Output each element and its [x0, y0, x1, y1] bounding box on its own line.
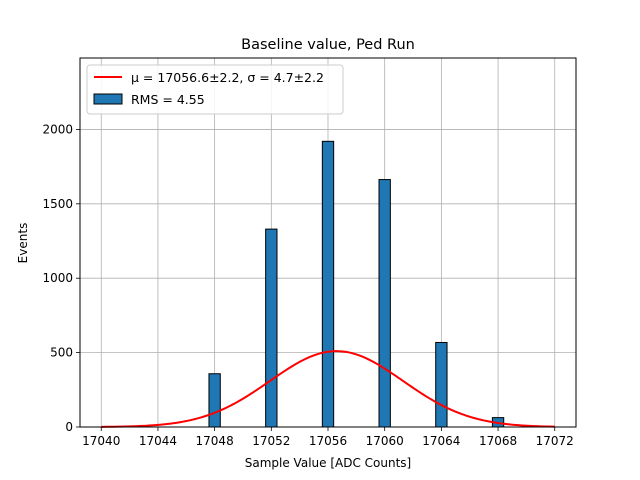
histogram-bar [435, 341, 448, 428]
y-tick-label: 500 [50, 346, 73, 360]
x-tick-label: 17072 [536, 434, 574, 448]
y-tick-label: 1500 [42, 197, 73, 211]
x-tick-label: 17064 [422, 434, 460, 448]
x-axis-label: Sample Value [ADC Counts] [245, 456, 411, 470]
x-tick-label: 17048 [196, 434, 234, 448]
x-tick-label: 17044 [139, 434, 177, 448]
histogram-bar [208, 373, 221, 428]
x-tick-label: 17052 [252, 434, 290, 448]
axis-ticks: 17040 17044 17048 17052 17056 17060 17064 17068… [42, 122, 573, 448]
x-tick-label: 17056 [309, 434, 347, 448]
legend-histogram-label: RMS = 4.55 [131, 92, 205, 107]
y-tick-label: 0 [65, 420, 73, 434]
histogram-bar [378, 179, 391, 428]
legend-fit-label: μ = 17056.6±2.2, σ = 4.7±2.2 [131, 70, 324, 85]
y-tick-label: 2000 [42, 122, 73, 136]
legend: μ = 17056.6±2.2, σ = 4.7±2.2 RMS = 4.55 [86, 64, 344, 115]
x-tick-label: 17040 [82, 434, 120, 448]
histogram-bar [265, 228, 278, 428]
fit-curve-layer [101, 350, 555, 428]
y-tick-label: 1000 [42, 271, 73, 285]
histogram-bar [321, 140, 335, 428]
gaussian-fit-curve [101, 350, 555, 428]
x-tick-label: 17060 [366, 434, 404, 448]
x-tick-label: 17068 [479, 434, 517, 448]
y-axis-label: Events [16, 223, 30, 264]
legend-box [86, 64, 344, 115]
chart-title: Baseline value, Ped Run [241, 37, 415, 53]
legend-histogram-swatch [93, 93, 123, 105]
